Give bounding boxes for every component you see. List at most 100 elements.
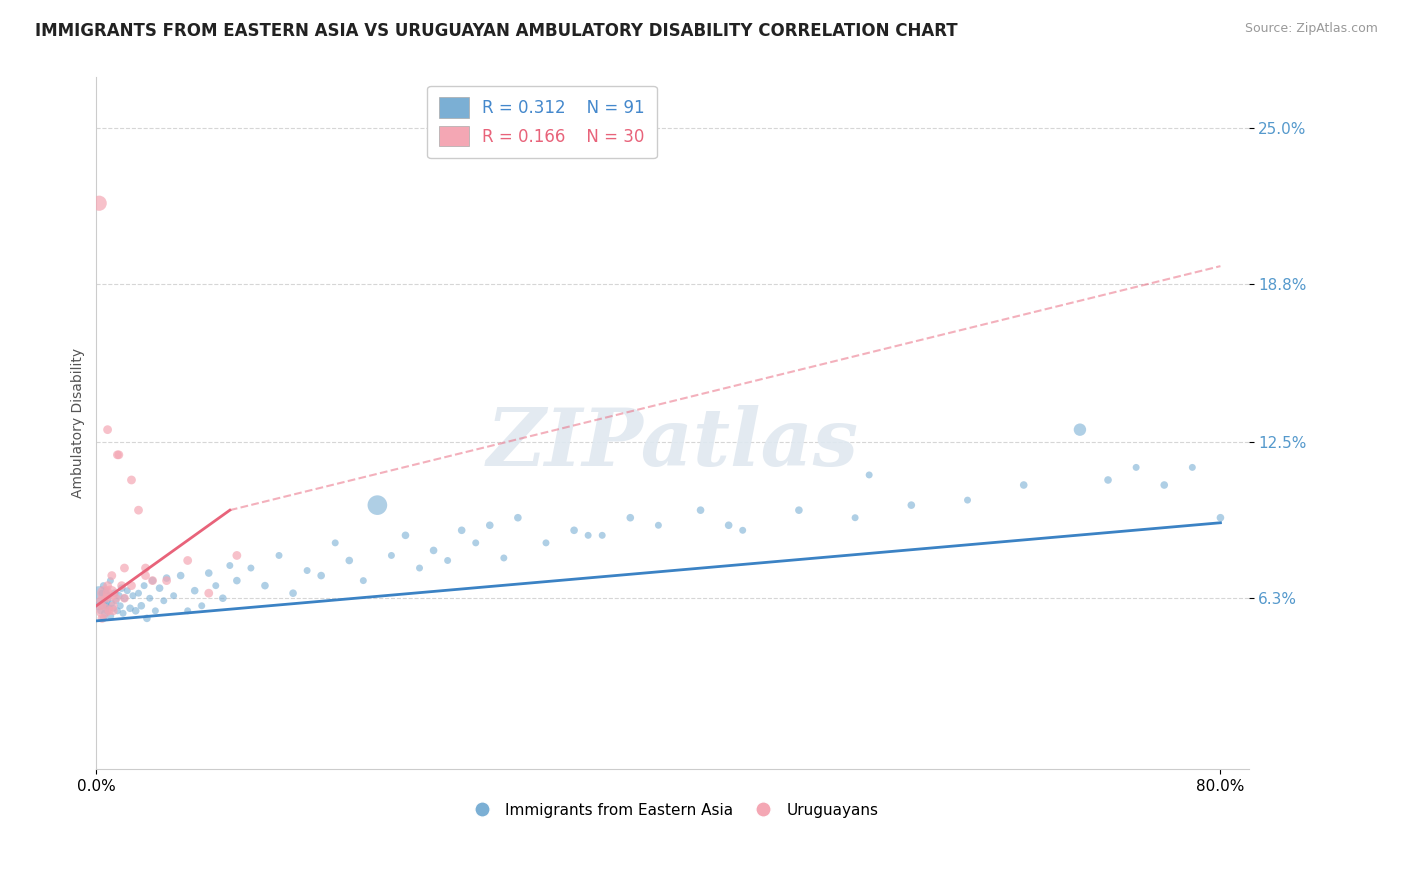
Point <box>100 574 122 588</box>
Point <box>128 586 150 600</box>
Point <box>422 543 444 558</box>
Point <box>436 553 458 567</box>
Point <box>117 583 139 598</box>
Point <box>309 568 332 582</box>
Point <box>91 599 114 613</box>
Point <box>89 196 111 211</box>
Point <box>323 536 346 550</box>
Point <box>218 558 240 573</box>
Point <box>90 593 112 607</box>
Point <box>152 593 174 607</box>
Point <box>478 518 501 533</box>
Point <box>591 528 613 542</box>
Point <box>91 611 114 625</box>
Point <box>576 528 599 542</box>
Point <box>135 568 157 582</box>
Point <box>97 423 120 437</box>
Point <box>94 586 117 600</box>
Point <box>96 599 118 613</box>
Text: IMMIGRANTS FROM EASTERN ASIA VS URUGUAYAN AMBULATORY DISABILITY CORRELATION CHAR: IMMIGRANTS FROM EASTERN ASIA VS URUGUAYA… <box>35 22 957 40</box>
Point <box>94 593 117 607</box>
Point <box>534 536 557 550</box>
Point <box>97 604 120 618</box>
Point <box>366 498 388 512</box>
Point <box>114 591 136 606</box>
Point <box>112 607 135 621</box>
Point <box>183 583 205 598</box>
Point <box>128 503 150 517</box>
Point <box>155 574 177 588</box>
Legend: Immigrants from Eastern Asia, Uruguayans: Immigrants from Eastern Asia, Uruguayans <box>460 797 884 824</box>
Point <box>176 604 198 618</box>
Point <box>91 599 114 613</box>
Point <box>125 604 148 618</box>
Point <box>97 591 120 606</box>
Point <box>103 604 125 618</box>
Point <box>197 566 219 580</box>
Point <box>93 611 115 625</box>
Point <box>647 518 669 533</box>
Point <box>211 591 233 606</box>
Point <box>900 498 922 512</box>
Point <box>394 528 416 542</box>
Point <box>93 579 115 593</box>
Point <box>89 591 111 606</box>
Point <box>100 586 122 600</box>
Point <box>111 579 134 593</box>
Point <box>97 579 120 593</box>
Text: ZIPatlas: ZIPatlas <box>486 405 859 483</box>
Point <box>139 591 162 606</box>
Point <box>717 518 740 533</box>
Point <box>162 589 184 603</box>
Point <box>506 510 529 524</box>
Point <box>98 604 121 618</box>
Point <box>105 591 128 606</box>
Y-axis label: Ambulatory Disability: Ambulatory Disability <box>72 348 86 499</box>
Point <box>337 553 360 567</box>
Point <box>104 586 127 600</box>
Point <box>136 611 159 625</box>
Point <box>135 561 157 575</box>
Point <box>464 536 486 550</box>
Point <box>267 549 290 563</box>
Point <box>98 601 121 615</box>
Point <box>145 604 167 618</box>
Point <box>107 604 129 618</box>
Point <box>94 607 117 621</box>
Point <box>787 503 810 517</box>
Point <box>155 571 177 585</box>
Point <box>114 561 136 575</box>
Point <box>731 524 754 538</box>
Point <box>110 599 132 613</box>
Point <box>107 448 129 462</box>
Point <box>149 581 172 595</box>
Point <box>253 579 276 593</box>
Point <box>956 493 979 508</box>
Point <box>134 579 156 593</box>
Point <box>176 553 198 567</box>
Point <box>1069 423 1091 437</box>
Point <box>844 510 866 524</box>
Point <box>225 574 247 588</box>
Point <box>142 574 165 588</box>
Point <box>858 467 880 482</box>
Point <box>131 599 153 613</box>
Point <box>142 574 165 588</box>
Point <box>295 564 318 578</box>
Point <box>204 579 226 593</box>
Point <box>120 601 142 615</box>
Point <box>689 503 711 517</box>
Point <box>450 524 472 538</box>
Point <box>121 579 143 593</box>
Point <box>103 599 125 613</box>
Point <box>190 599 212 613</box>
Point <box>619 510 641 524</box>
Point <box>90 604 112 618</box>
Point <box>108 448 131 462</box>
Point <box>492 551 515 566</box>
Point <box>1012 478 1035 492</box>
Point <box>352 574 374 588</box>
Point <box>1097 473 1119 487</box>
Point <box>197 586 219 600</box>
Point <box>1153 478 1175 492</box>
